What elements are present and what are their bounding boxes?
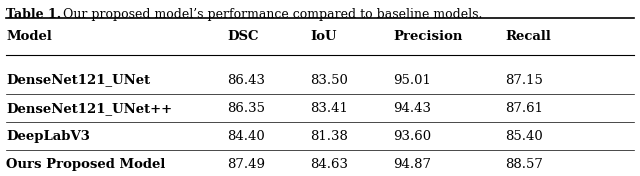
Text: Recall: Recall: [506, 30, 552, 43]
Text: Table 1.: Table 1.: [6, 8, 61, 21]
Text: 86.43: 86.43: [227, 74, 265, 87]
Text: 85.40: 85.40: [506, 130, 543, 143]
Text: 83.50: 83.50: [310, 74, 348, 87]
Text: Model: Model: [6, 30, 52, 43]
Text: 95.01: 95.01: [394, 74, 431, 87]
Text: 81.38: 81.38: [310, 130, 348, 143]
Text: 93.60: 93.60: [394, 130, 432, 143]
Text: DSC: DSC: [227, 30, 259, 43]
Text: 87.61: 87.61: [506, 102, 543, 115]
Text: 94.87: 94.87: [394, 158, 431, 171]
Text: 87.15: 87.15: [506, 74, 543, 87]
Text: 87.49: 87.49: [227, 158, 265, 171]
Text: Ours Proposed Model: Ours Proposed Model: [6, 158, 166, 171]
Text: 83.41: 83.41: [310, 102, 348, 115]
Text: 84.40: 84.40: [227, 130, 265, 143]
Text: DeepLabV3: DeepLabV3: [6, 130, 90, 143]
Text: 94.43: 94.43: [394, 102, 431, 115]
Text: DenseNet121_UNet++: DenseNet121_UNet++: [6, 102, 173, 115]
Text: 88.57: 88.57: [506, 158, 543, 171]
Text: Our proposed model’s performance compared to baseline models.: Our proposed model’s performance compare…: [59, 8, 483, 21]
Text: Precision: Precision: [394, 30, 463, 43]
Text: 84.63: 84.63: [310, 158, 348, 171]
Text: 86.35: 86.35: [227, 102, 265, 115]
Text: DenseNet121_UNet: DenseNet121_UNet: [6, 74, 150, 87]
Text: IoU: IoU: [310, 30, 337, 43]
